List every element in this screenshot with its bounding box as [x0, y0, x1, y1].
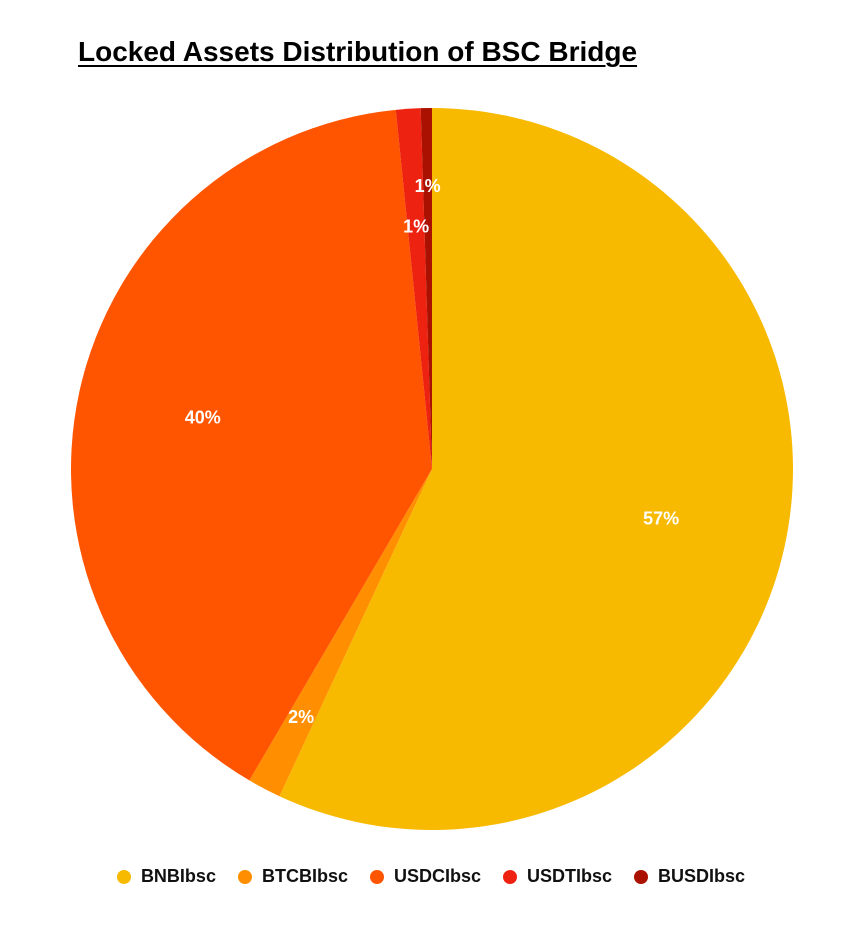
pie-labels: 57% 2% 40% 1% 1% — [185, 176, 679, 727]
legend-label-btcb: BTCBIbsc — [261, 866, 348, 886]
slice-label-busdibsc: 1% — [415, 176, 441, 196]
legend-label-usdc: USDCIbsc — [393, 866, 481, 886]
pie-slice-usdcibsc[interactable] — [70, 109, 433, 781]
legend-swatch-bnb — [116, 869, 131, 884]
legend: BNBIbsc BTCBIbsc USDCIbsc USDTIbsc BUSDI… — [0, 866, 862, 887]
chart-title: Locked Assets Distribution of BSC Bridge — [78, 36, 638, 67]
legend-item-usdc[interactable]: USDCIbsc — [369, 866, 481, 887]
legend-swatch-btcb — [237, 869, 252, 884]
legend-label-usdt: USDTIbsc — [527, 866, 613, 886]
legend-item-btcb[interactable]: BTCBIbsc — [237, 866, 348, 887]
slice-label-bnbibsc: 57% — [643, 509, 679, 529]
slice-label-btcbibsc: 2% — [288, 707, 314, 727]
legend-label-busd: BUSDIbsc — [658, 866, 746, 886]
pie-slice-btcbibsc[interactable] — [249, 469, 432, 797]
legend-swatch-usdt — [503, 869, 517, 884]
pie-slice-bnbibsc[interactable] — [279, 108, 794, 830]
slice-label-usdtibsc: 1% — [403, 216, 429, 236]
legend-item-busd[interactable]: BUSDIbsc — [634, 866, 745, 887]
pie-slices — [70, 108, 794, 830]
legend-item-usdt[interactable]: USDTIbsc — [503, 866, 612, 887]
slice-label-usdcibsc: 40% — [185, 408, 221, 428]
legend-label-bnb: BNBIbsc — [140, 866, 216, 886]
pie-slice-usdtibsc[interactable] — [395, 108, 432, 470]
legend-swatch-usdc — [369, 869, 384, 884]
legend-swatch-busd — [634, 869, 649, 884]
pie-slice-busdibsc[interactable] — [420, 108, 432, 469]
pie-chart: 57% 2% 40% 1% 1% — [70, 108, 794, 830]
legend-item-bnb[interactable]: BNBIbsc — [116, 866, 216, 887]
